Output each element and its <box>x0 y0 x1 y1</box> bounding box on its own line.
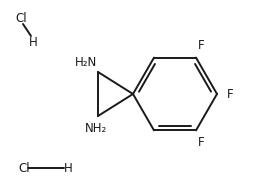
Text: NH₂: NH₂ <box>85 122 107 136</box>
Text: Cl: Cl <box>18 161 30 174</box>
Text: H₂N: H₂N <box>75 56 97 68</box>
Text: F: F <box>198 39 204 52</box>
Text: F: F <box>198 136 204 149</box>
Text: H: H <box>64 161 72 174</box>
Text: F: F <box>227 88 233 101</box>
Text: H: H <box>29 36 37 49</box>
Text: Cl: Cl <box>15 12 27 25</box>
